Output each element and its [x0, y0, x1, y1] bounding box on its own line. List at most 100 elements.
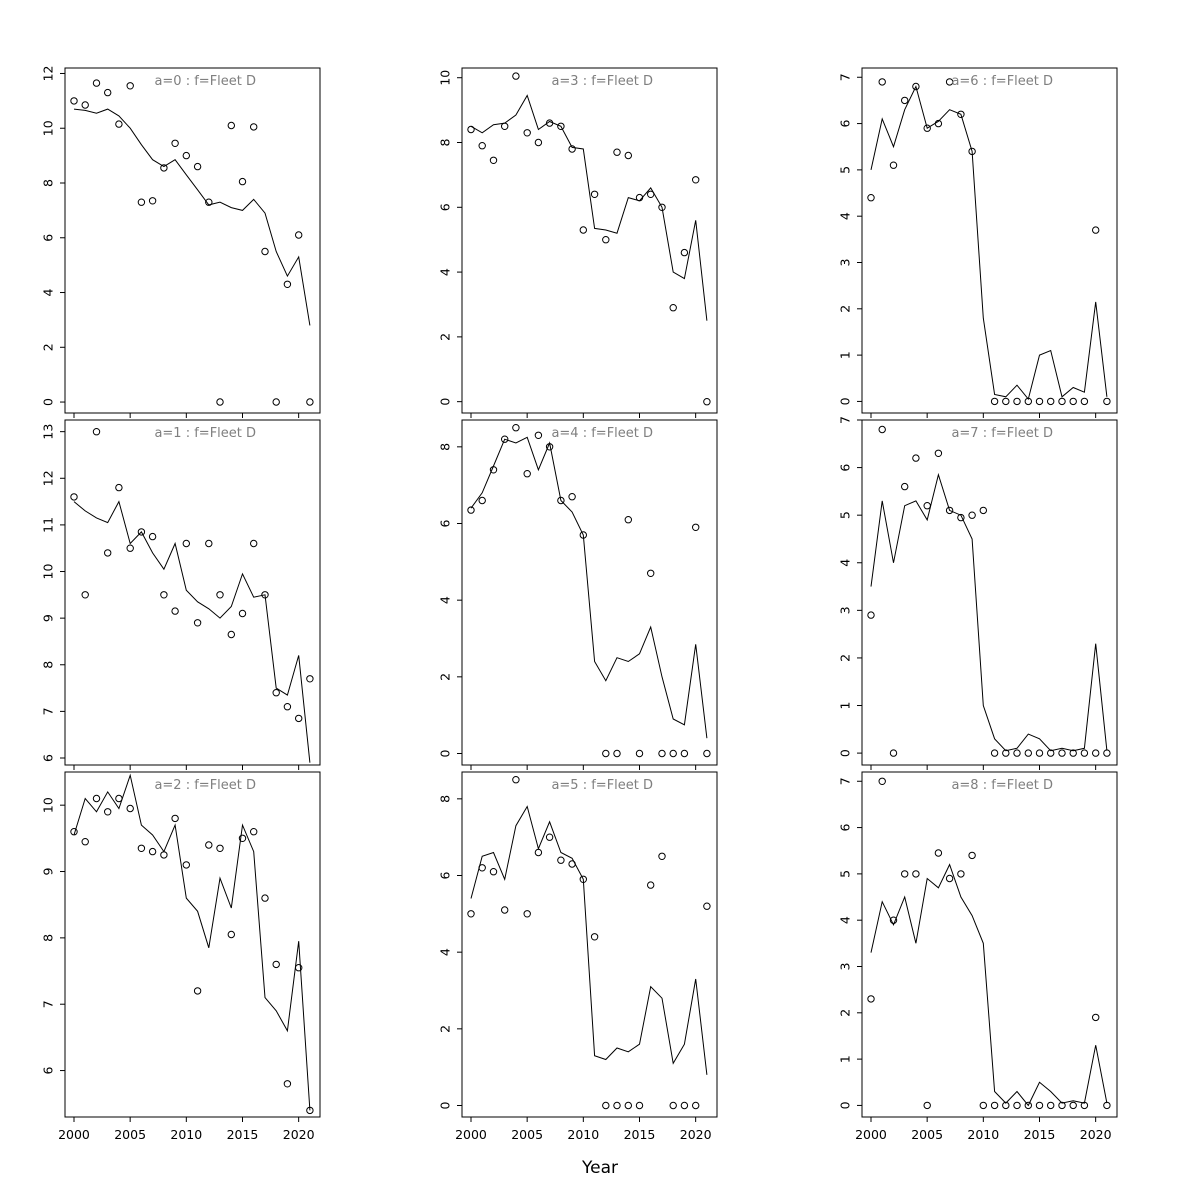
y-tick-label: 3: [838, 963, 853, 971]
data-point: [306, 1106, 314, 1115]
y-tick-label: 1: [838, 1055, 853, 1063]
data-point: [171, 607, 179, 615]
data-point: [1080, 749, 1089, 757]
data-point: [934, 849, 943, 857]
data-point: [703, 902, 711, 910]
fit-line: [73, 500, 311, 763]
data-point: [104, 88, 112, 97]
data-point: [81, 101, 89, 109]
y-tick-label: 10: [41, 564, 56, 580]
data-point: [81, 838, 89, 846]
data-point: [990, 749, 999, 757]
x-tick-label: 2010: [567, 1127, 599, 1142]
fit-line: [870, 863, 1108, 1107]
data-point: [1013, 749, 1021, 757]
panel-title: a=7 : f=Fleet D: [951, 426, 1053, 441]
y-tick-label: 0: [838, 1101, 853, 1109]
x-axis-title: Year: [582, 1158, 618, 1178]
data-point: [126, 804, 134, 813]
x-tick-label: 2005: [911, 1127, 943, 1142]
data-point: [557, 496, 565, 505]
data-point: [579, 875, 588, 884]
data-point: [557, 856, 565, 864]
data-point: [115, 483, 123, 492]
y-tick-label: 4: [438, 596, 453, 604]
data-point: [193, 987, 202, 995]
data-point: [602, 749, 610, 758]
plot-box: [461, 419, 718, 766]
data-point: [1103, 397, 1111, 406]
panel-svg: 0 2 4 6 8 10 12 a=0 : f=Fleet D: [41, 66, 321, 418]
y-tick-label: 6: [438, 203, 453, 211]
data-point: [283, 703, 292, 711]
y-tick-label: 2: [438, 673, 453, 681]
data-point: [934, 449, 943, 457]
y-tick-label: 2: [41, 343, 56, 351]
data-point: [1069, 397, 1077, 406]
data-point: [945, 78, 954, 86]
data-point: [261, 591, 269, 599]
plot-box: [64, 771, 321, 1118]
data-point: [1058, 397, 1066, 406]
y-tick-label: 4: [41, 289, 56, 297]
data-point: [923, 1101, 931, 1110]
plot-box: [861, 771, 1118, 1118]
data-point: [148, 532, 157, 541]
data-point: [635, 193, 644, 202]
data-point: [635, 749, 644, 758]
data-point: [250, 539, 258, 548]
data-point: [557, 122, 565, 131]
data-point: [227, 630, 236, 639]
data-point: [568, 145, 576, 153]
data-point: [990, 1101, 999, 1110]
y-tick-label: 13: [41, 424, 56, 440]
y-tick-label: 12: [41, 66, 56, 82]
data-point: [1035, 1101, 1044, 1110]
data-point: [968, 147, 976, 156]
data-point: [205, 198, 213, 206]
data-point: [295, 231, 303, 239]
data-point: [501, 435, 509, 443]
fit-line: [870, 472, 1108, 752]
x-tick-label: 2015: [1024, 1127, 1056, 1142]
y-tick-label: 7: [41, 707, 56, 715]
y-tick-label: 1: [838, 702, 853, 710]
data-point: [889, 916, 898, 924]
y-tick-label: 2: [838, 1009, 853, 1017]
data-point: [579, 531, 588, 539]
x-tick-label: 2000: [855, 1127, 887, 1142]
data-point: [901, 870, 909, 878]
chart-panel-a0: 0 2 4 6 8 10 12 a=0 : f=Fleet D: [15, 60, 347, 464]
data-point: [1024, 749, 1033, 757]
panel-svg: 0 1 2 3 4 5 6 7 2000 2005 2010 2015 2020 a=8 : f=Flee…: [838, 771, 1118, 1142]
data-point: [261, 894, 269, 902]
data-point: [160, 164, 168, 172]
y-tick-label: 10: [41, 797, 56, 813]
data-point: [283, 1080, 292, 1088]
data-point: [137, 198, 146, 206]
data-point: [602, 236, 610, 244]
plot-box: [861, 419, 1118, 766]
data-point: [148, 197, 157, 205]
y-tick-label: 0: [838, 749, 853, 757]
y-tick-label: 8: [438, 138, 453, 146]
data-point: [1002, 397, 1010, 406]
data-point: [216, 844, 224, 853]
data-point: [669, 1101, 677, 1110]
y-tick-label: 8: [41, 179, 56, 187]
data-point: [1092, 1013, 1100, 1022]
data-point: [1035, 749, 1044, 757]
plot-box: [64, 67, 321, 414]
panel-svg: 0 1 2 3 4 5 6 7 a=6 : f=Fleet D: [838, 67, 1118, 418]
chart-panel-a3: 0 2 4 6 8 10 a=3 : f=Fleet D: [412, 60, 744, 464]
x-tick-label: 2000: [455, 1127, 487, 1142]
data-point: [489, 868, 498, 876]
data-point: [238, 177, 247, 186]
data-point: [104, 549, 112, 557]
y-tick-label: 6: [838, 120, 853, 128]
data-point: [889, 749, 898, 757]
data-point: [613, 1101, 621, 1110]
data-point: [1002, 749, 1010, 757]
data-point: [523, 470, 531, 478]
y-tick-label: 4: [438, 268, 453, 276]
